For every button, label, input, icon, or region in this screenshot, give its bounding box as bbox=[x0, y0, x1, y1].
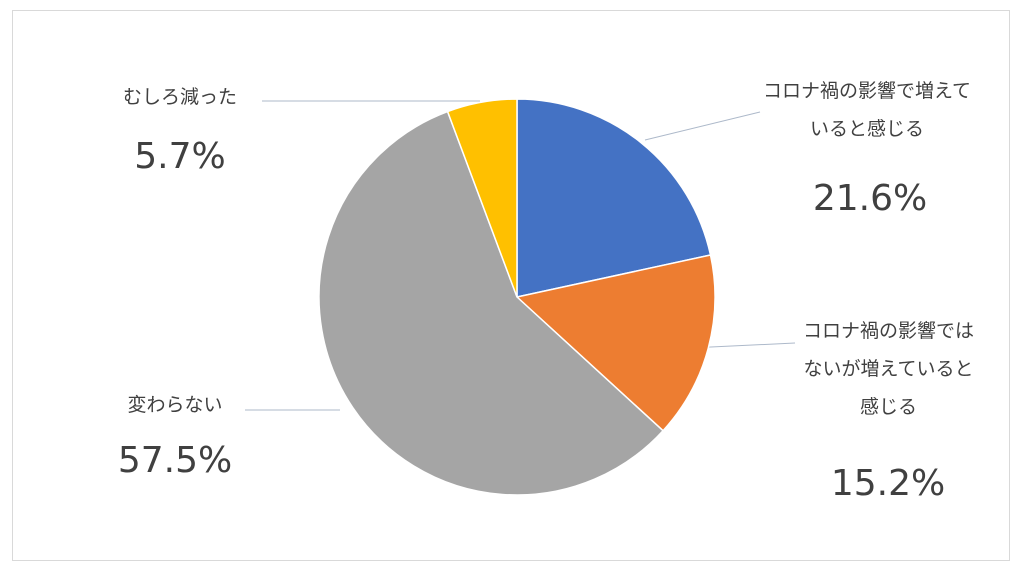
value-label: 5.7% bbox=[134, 136, 226, 177]
chart-frame bbox=[12, 10, 1010, 561]
value-label: 15.2% bbox=[830, 463, 946, 504]
value-label: 21.6% bbox=[812, 178, 928, 219]
category-label: むしろ減った bbox=[122, 86, 237, 108]
pie-slice bbox=[446, 98, 518, 298]
category-label: 変わらない bbox=[127, 394, 223, 416]
pie-slice bbox=[318, 110, 665, 496]
leader-line bbox=[644, 111, 761, 141]
pie-slice bbox=[515, 254, 716, 432]
category-label: コロナ禍の影響で増えていると感じる bbox=[762, 80, 972, 140]
pie-slice bbox=[516, 98, 712, 298]
category-label: コロナ禍の影響ではないが増えていると感じる bbox=[802, 320, 974, 418]
value-label: 57.5% bbox=[117, 440, 233, 481]
